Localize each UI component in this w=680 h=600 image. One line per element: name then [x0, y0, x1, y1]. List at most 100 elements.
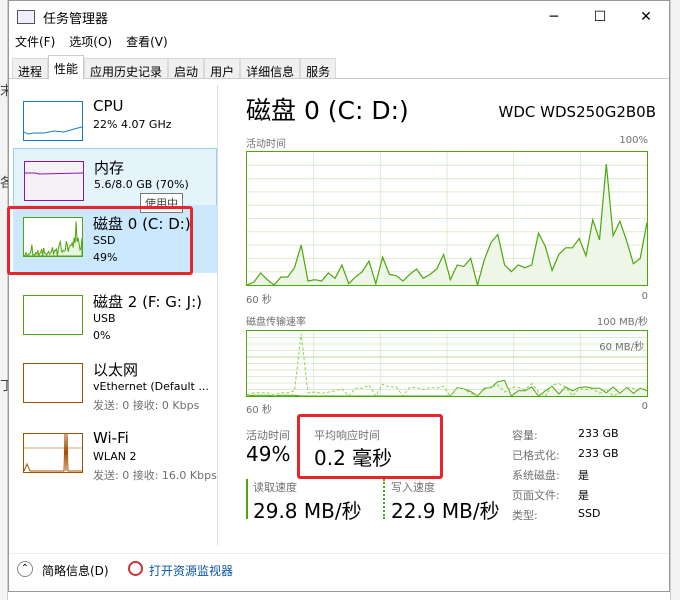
- activity-area: [247, 164, 647, 285]
- thumbnail-line: [23, 433, 82, 472]
- activity-graph-label: 活动时间: [246, 139, 286, 150]
- disk-model: WDC WDS250G2B0B: [498, 103, 656, 121]
- sidebar-item-title: Wi-Fi: [93, 429, 129, 447]
- window-title: 任务管理器: [43, 11, 109, 27]
- read-area: [247, 380, 647, 396]
- resource-sidebar: CPU 22% 4.07 GHz 内存 5.6/8.0 GB (70%) 磁盘 …: [9, 85, 218, 545]
- title-bar: 任务管理器 ─ ☐ ✕: [9, 1, 669, 33]
- sidebar-item-subtitle: vEthernet (Default ...: [93, 380, 209, 393]
- chevron-up-icon[interactable]: ⌃: [17, 561, 33, 577]
- tab-bar: 进程 性能 应用历史记录 启动 用户 详细信息 服务: [9, 55, 669, 79]
- response-time-label: 平均响应时间: [314, 429, 380, 442]
- write-line: [247, 333, 647, 396]
- write-speed-marker: [383, 479, 385, 519]
- sidebar-item-detail: 0%: [93, 329, 111, 342]
- close-button[interactable]: ✕: [640, 9, 652, 25]
- property-label: 已格式化:: [512, 449, 560, 462]
- read-speed-marker: [246, 479, 248, 519]
- transfer-graph: [246, 330, 648, 397]
- read-line: [247, 379, 647, 396]
- active-time-value: 49%: [246, 442, 291, 466]
- menu-view[interactable]: 查看(V): [126, 35, 168, 49]
- read-speed-label: 读取速度: [253, 481, 297, 494]
- menu-file[interactable]: 文件(F): [15, 35, 56, 49]
- sidebar-item-subtitle: 5.6/8.0 GB (70%): [94, 178, 189, 191]
- tab-services[interactable]: 服务: [300, 58, 337, 79]
- sidebar-thumbnail-graph: [22, 217, 83, 258]
- disk-title: 磁盘 0 (C: D:): [246, 96, 409, 125]
- sidebar-item-subtitle: 22% 4.07 GHz: [93, 118, 172, 131]
- sidebar-item-title: 以太网: [93, 361, 139, 379]
- sidebar-thumbnail-graph: [24, 161, 84, 201]
- sidebar-item-detail: 发送: 0 接收: 16.0 Kbps: [93, 469, 217, 482]
- sidebar-item-1[interactable]: 内存 5.6/8.0 GB (70%): [13, 148, 217, 216]
- sidebar-item-3[interactable]: 磁盘 2 (F: G: J:) USB 0%: [13, 283, 217, 351]
- task-manager-icon: [17, 10, 35, 24]
- background-window-edge: 末各丁: [0, 0, 13, 600]
- highlight-box-response: [297, 414, 443, 479]
- maximize-button[interactable]: ☐: [593, 9, 607, 25]
- tab-users[interactable]: 用户: [204, 58, 241, 79]
- write-speed-value: 22.9 MB/秒: [391, 499, 500, 523]
- transfer-time-right: 0: [641, 401, 648, 412]
- sidebar-item-subtitle: WLAN 2: [93, 450, 137, 463]
- sidebar-thumbnail-graph: [23, 101, 83, 141]
- sidebar-item-2[interactable]: 磁盘 0 (C: D:) SSD 49%: [13, 205, 217, 273]
- open-resource-monitor-link[interactable]: 打开资源监视器: [149, 564, 234, 578]
- transfer-graph-label: 磁盘传输速率: [246, 317, 306, 328]
- property-value: 是: [578, 469, 589, 482]
- transfer-max-label: 100 MB/秒: [596, 317, 648, 328]
- sidebar-item-subtitle: USB: [93, 312, 116, 325]
- sidebar-item-detail: 49%: [93, 251, 118, 264]
- thumbnail-line: [24, 296, 82, 334]
- activity-max-label: 100%: [619, 135, 648, 146]
- property-value: 233 GB: [578, 447, 619, 460]
- write-speed-label: 写入速度: [391, 481, 435, 494]
- resource-monitor-icon: [128, 561, 143, 576]
- sidebar-item-title: CPU: [93, 97, 124, 115]
- menu-bar: 文件(F) 选项(O) 查看(V): [9, 33, 669, 51]
- sidebar-item-4[interactable]: 以太网 vEthernet (Default ... 发送: 0 接收: 0 K…: [13, 351, 217, 419]
- sidebar-item-0[interactable]: CPU 22% 4.07 GHz: [13, 89, 217, 157]
- tab-startup[interactable]: 启动: [168, 58, 205, 79]
- active-time-label: 活动时间: [246, 429, 290, 442]
- sidebar-thumbnail-graph: [23, 433, 83, 473]
- menu-options[interactable]: 选项(O): [69, 35, 113, 49]
- property-label: 系统磁盘:: [512, 469, 560, 482]
- property-label: 类型:: [512, 509, 538, 522]
- tab-performance[interactable]: 性能: [48, 55, 85, 79]
- sidebar-thumbnail-graph: [23, 295, 83, 335]
- thumbnail-line: [25, 172, 84, 175]
- read-speed-value: 29.8 MB/秒: [253, 499, 362, 523]
- transfer-inner-label: 60 MB/秒: [599, 342, 644, 353]
- thumbnail-line: [24, 364, 82, 402]
- sidebar-item-title: 磁盘 2 (F: G: J:): [93, 293, 202, 311]
- sidebar-item-title: 磁盘 0 (C: D:): [93, 215, 191, 233]
- sidebar-item-detail: 发送: 0 接收: 0 Kbps: [93, 399, 200, 412]
- footer: ⌃ 简略信息(D) 打开资源监视器: [9, 553, 669, 591]
- thumbnail-line: [22, 221, 83, 258]
- activity-graph: [246, 151, 648, 286]
- transfer-time-left: 60 秒: [246, 405, 272, 416]
- thumbnail-line: [23, 126, 83, 135]
- activity-time-right: 0: [641, 291, 648, 302]
- minimize-button[interactable]: ─: [549, 9, 559, 25]
- tab-processes[interactable]: 进程: [12, 58, 49, 79]
- property-value: 是: [578, 489, 589, 502]
- sidebar-item-title: 内存: [94, 159, 125, 177]
- background-window-edge-right: [670, 0, 680, 600]
- sidebar-item-subtitle: SSD: [93, 234, 116, 247]
- activity-line: [247, 163, 647, 285]
- sidebar-thumbnail-graph: [23, 363, 83, 403]
- property-label: 页面文件:: [512, 489, 560, 502]
- highlight-box-disk: [7, 206, 193, 275]
- response-time-value: 0.2 毫秒: [314, 446, 393, 470]
- task-manager-window: 任务管理器 ─ ☐ ✕ 文件(F) 选项(O) 查看(V) 进程 性能 应用历史…: [7, 0, 670, 592]
- sidebar-item-5[interactable]: Wi-Fi WLAN 2 发送: 0 接收: 16.0 Kbps: [13, 421, 217, 489]
- fewer-details-button[interactable]: 简略信息(D): [42, 564, 109, 578]
- tab-details[interactable]: 详细信息: [240, 58, 301, 79]
- property-value: 233 GB: [578, 427, 619, 440]
- activity-time-left: 60 秒: [246, 295, 272, 306]
- tab-app-history[interactable]: 应用历史记录: [84, 58, 169, 79]
- property-value: SSD: [578, 507, 601, 520]
